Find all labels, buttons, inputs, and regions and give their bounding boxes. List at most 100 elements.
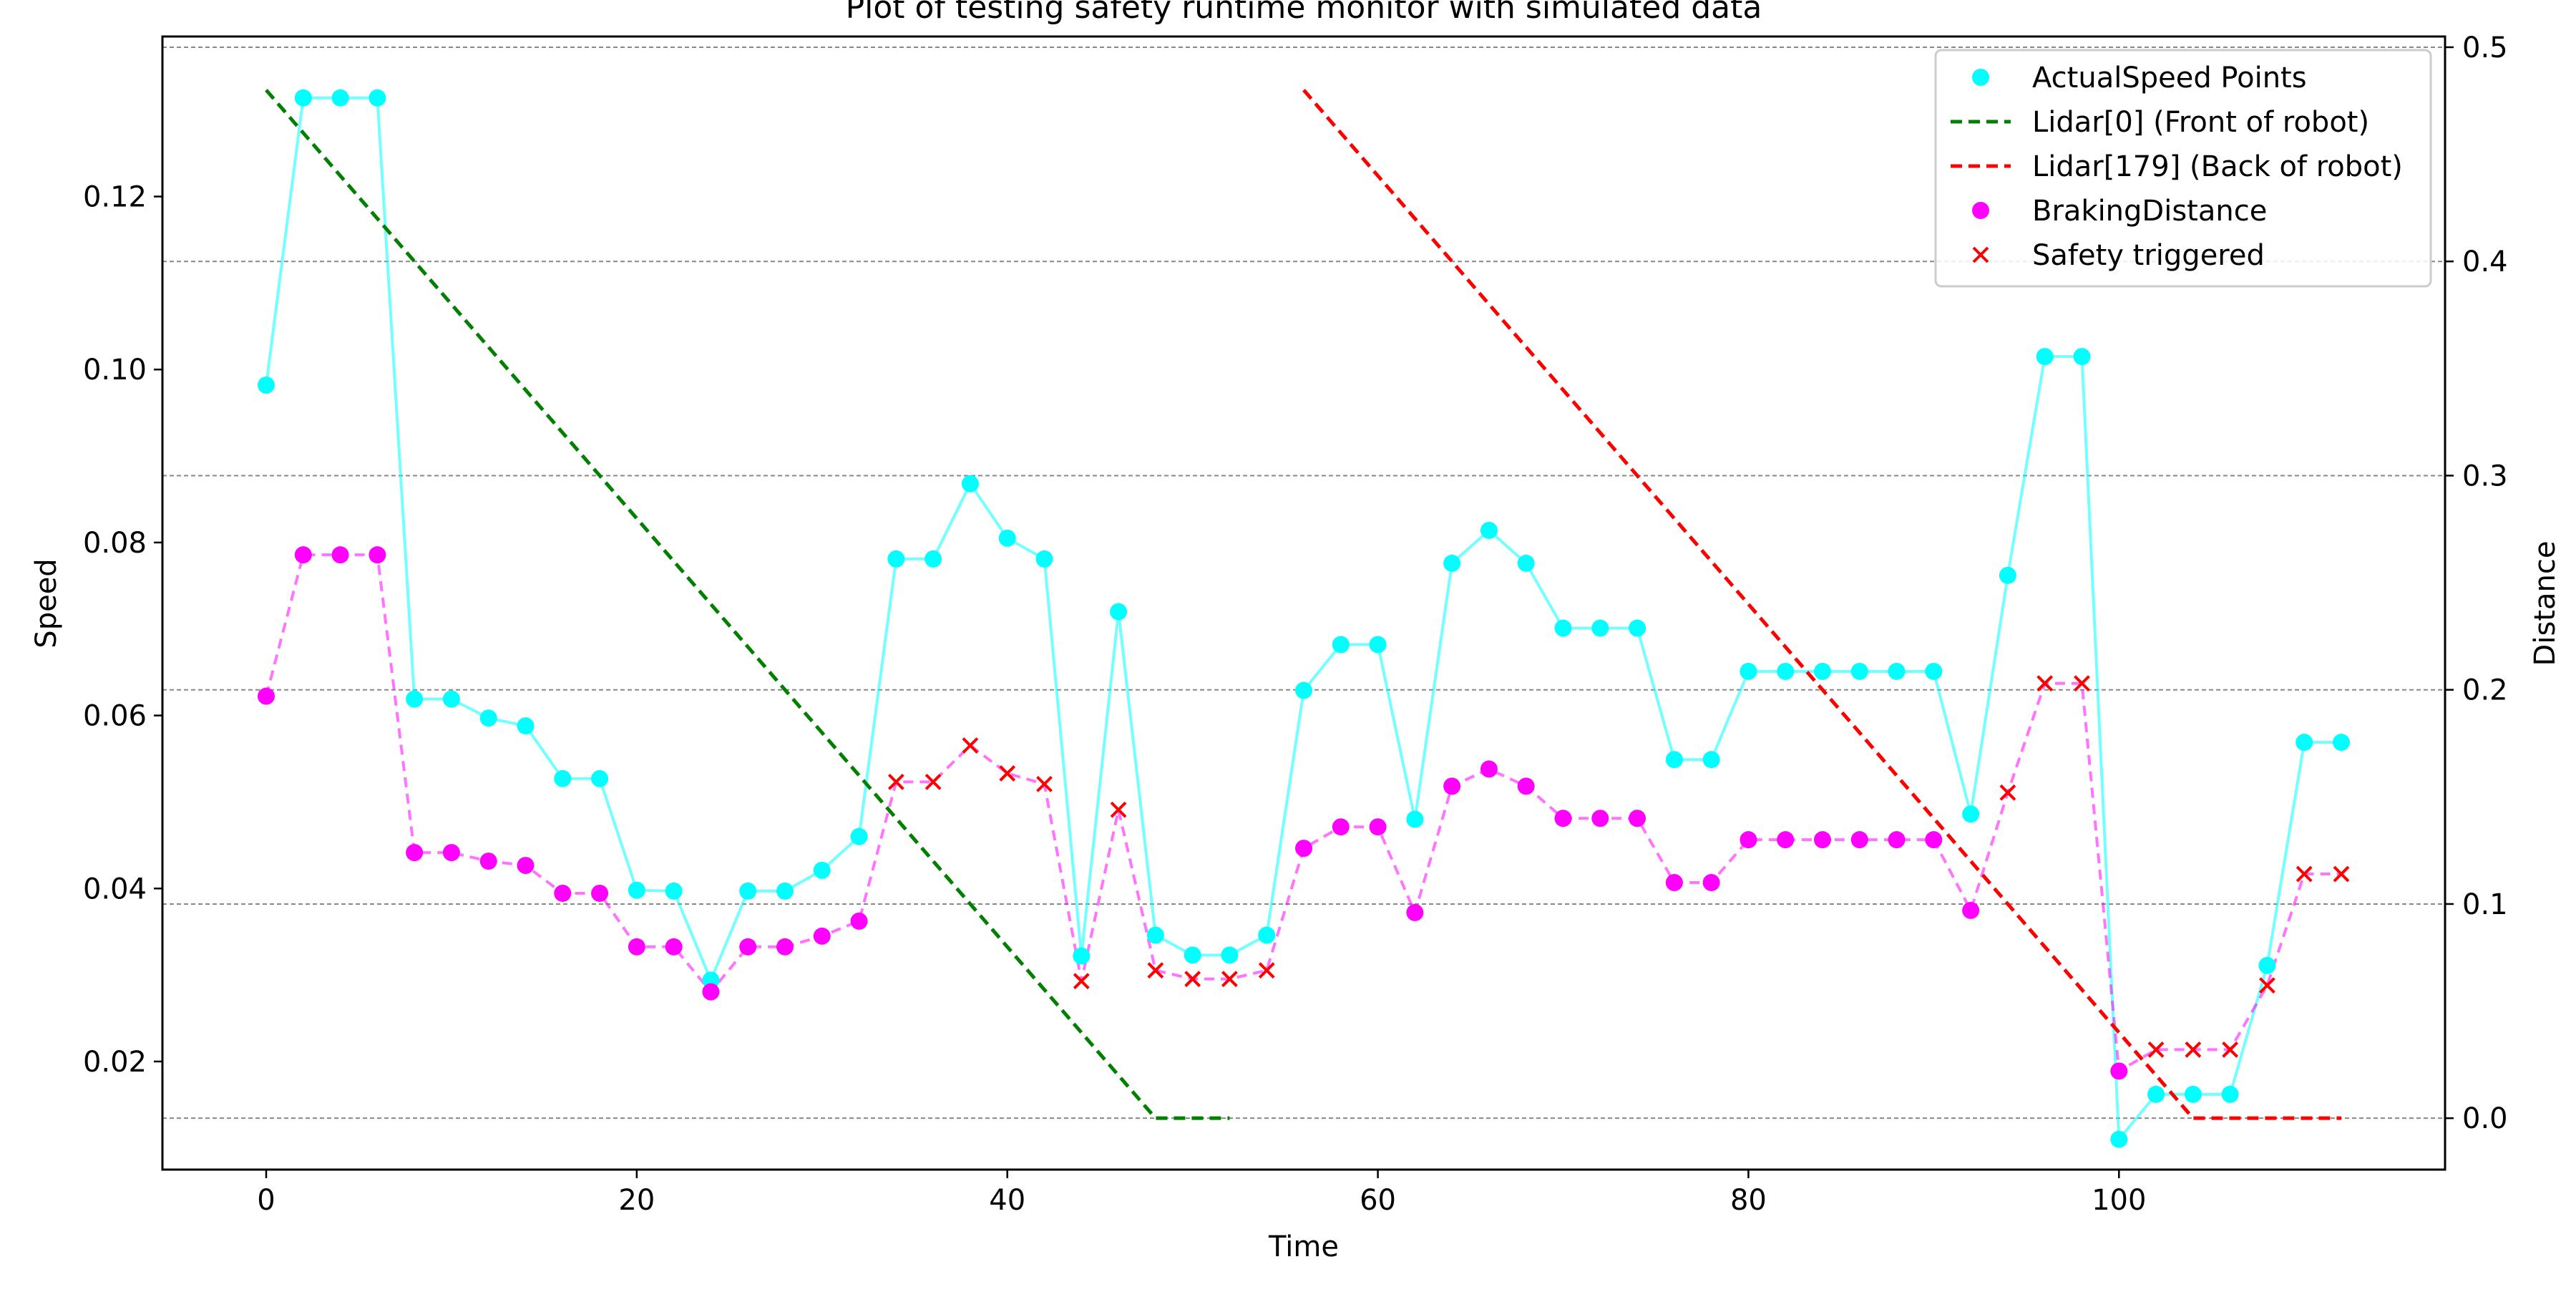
x-tick-label: 0	[257, 1184, 275, 1217]
speed-point	[2296, 734, 2313, 752]
legend-label: Safety triggered	[2032, 239, 2265, 272]
braking-distance-point	[1850, 831, 1868, 849]
legend-item: Safety triggered	[1972, 239, 2265, 272]
braking-distance-point	[1480, 760, 1498, 778]
safety-x-stroke	[1110, 801, 1127, 818]
legend-label: BrakingDistance	[2032, 195, 2267, 228]
safety-x-stroke	[2147, 1041, 2165, 1058]
y-right-tick-label: 0.0	[2462, 1102, 2508, 1135]
braking-distance-point	[702, 983, 720, 1001]
braking-distance-point	[2110, 1062, 2128, 1080]
speed-point	[850, 827, 868, 845]
x-tick-label: 60	[1360, 1184, 1396, 1217]
braking-distance-point	[294, 546, 312, 564]
speed-point	[813, 861, 831, 879]
safety-x-stroke	[1147, 962, 1164, 979]
speed-point	[1480, 521, 1498, 539]
speed-point	[2073, 348, 2091, 366]
legend-item: Lidar[0] (Front of robot)	[1951, 106, 2369, 139]
safety-triggered-marker	[2036, 675, 2054, 692]
y-axis-right: 0.0 0.1 0.2 0.3 0.4 0.5	[2445, 31, 2508, 1135]
braking-distance-point	[1554, 810, 1572, 827]
braking-distance-point	[442, 844, 460, 862]
safety-triggered-marker	[887, 773, 904, 790]
speed-point	[2184, 1085, 2202, 1103]
braking-distance-point	[258, 687, 275, 705]
legend-dot-marker	[1972, 202, 1989, 219]
safety-triggered-marker	[1073, 973, 1090, 990]
speed-point	[331, 89, 349, 107]
safety-triggered-marker	[1147, 962, 1164, 979]
braking-distance-point	[554, 884, 572, 902]
speed-point	[1740, 662, 1757, 680]
speed-point	[1035, 550, 1053, 568]
braking-distance-point	[1406, 903, 1424, 921]
legend-x-marker	[1972, 246, 1989, 263]
legend-label: Lidar[179] (Back of robot)	[2032, 150, 2403, 183]
speed-point	[1369, 636, 1387, 654]
braking-distance-point	[1591, 810, 1609, 827]
speed-point	[1665, 751, 1683, 769]
safety-x-stroke	[2333, 865, 2350, 883]
safety-x-stroke	[2036, 675, 2054, 692]
speed-point	[517, 717, 535, 735]
speed-point	[1406, 810, 1424, 828]
x-tick-label: 100	[2092, 1184, 2146, 1217]
y-left-tick-label: 0.12	[83, 181, 147, 214]
safety-x-stroke	[2222, 1041, 2239, 1058]
safety-triggered-marker	[2074, 675, 2090, 692]
speed-point	[1146, 926, 1164, 944]
speed-point	[1591, 619, 1609, 637]
speed-point	[665, 882, 683, 900]
safety-x-stroke	[1073, 973, 1090, 990]
safety-triggered-marker	[1184, 971, 1201, 988]
speed-point	[258, 376, 275, 394]
speed-point	[1295, 681, 1312, 699]
legend-dot-marker	[1972, 69, 1989, 86]
speed-point	[406, 690, 424, 708]
braking-distance-point	[591, 884, 609, 902]
y-axis-left-label: Speed	[30, 558, 63, 648]
y-right-tick-label: 0.2	[2462, 674, 2508, 707]
speed-point	[1888, 662, 1906, 680]
speed-point	[2036, 348, 2054, 366]
speed-point	[1443, 554, 1461, 572]
plot-frame	[161, 35, 2446, 1171]
y-right-tick-label: 0.4	[2462, 246, 2508, 278]
y-left-tick-label: 0.10	[83, 354, 147, 387]
speed-point	[442, 690, 460, 708]
safety-triggered-marker	[962, 737, 979, 754]
braking-distance-point	[1295, 840, 1312, 858]
safety-x-stroke	[924, 773, 942, 790]
speed-point	[1258, 926, 1276, 944]
speed-point	[1850, 662, 1868, 680]
legend-items: ActualSpeed Points Lidar[0] (Front of rob…	[1951, 62, 2403, 272]
braking-distance-point	[850, 912, 868, 930]
speed-point	[1702, 751, 1720, 769]
speed-point	[1332, 636, 1350, 654]
speed-point	[961, 475, 979, 492]
braking-distance-point	[1925, 831, 1943, 849]
y-left-tick-label: 0.06	[83, 700, 147, 733]
speed-point	[1184, 946, 1201, 964]
speed-point	[2258, 956, 2276, 974]
speed-point	[1517, 554, 1535, 572]
speed-point	[1962, 805, 1980, 823]
speed-point	[294, 89, 312, 107]
braking-distance-point	[628, 938, 645, 956]
braking-distance-point	[479, 853, 497, 870]
lidar-back-line	[1302, 89, 2341, 1120]
speed-point	[1554, 619, 1572, 637]
safety-x-stroke	[1999, 784, 2016, 801]
braking-distance-point	[776, 938, 794, 956]
safety-triggered-marker	[924, 773, 942, 790]
braking-distance-point	[1962, 901, 1980, 919]
safety-x-stroke	[999, 764, 1016, 782]
safety-x-stroke	[2185, 1041, 2202, 1058]
lidar-front-line	[265, 89, 1230, 1120]
safety-x-stroke	[1036, 775, 1053, 792]
speed-point	[924, 550, 942, 568]
braking-distance-point	[813, 927, 831, 945]
y-left-tick-label: 0.08	[83, 527, 147, 560]
braking-distance-point	[1517, 777, 1535, 795]
